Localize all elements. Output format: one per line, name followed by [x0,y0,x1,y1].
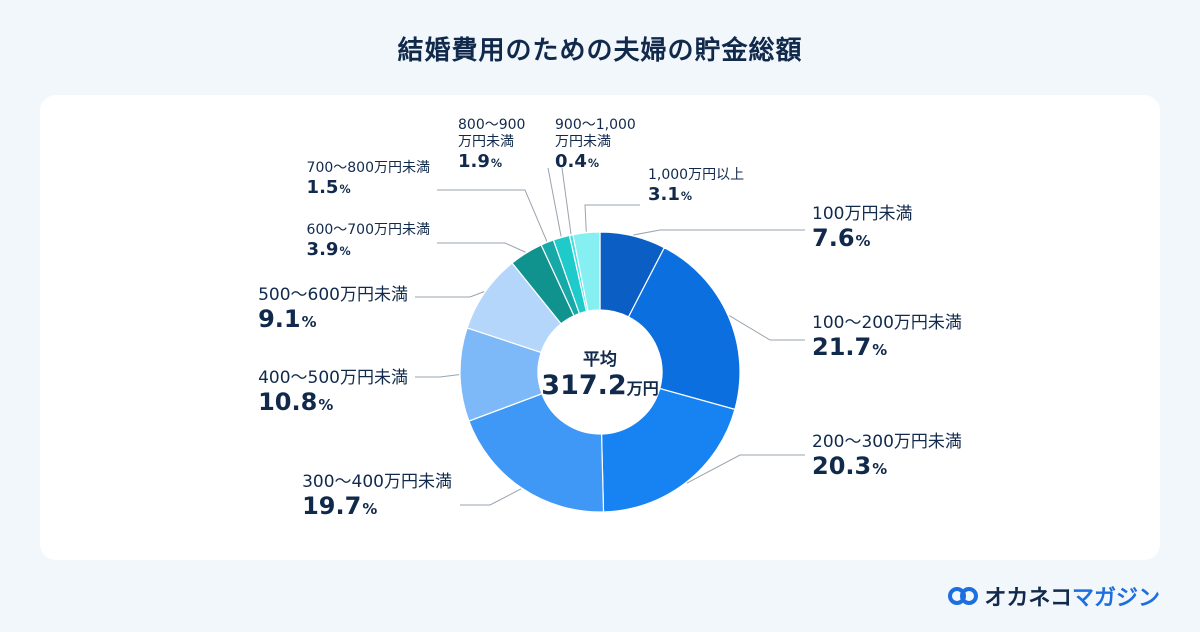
category-label: 500〜600万円未満 [258,285,408,305]
chart-title: 結婚費用のための夫婦の貯金総額 [397,36,803,66]
value-label: 10.8 [258,388,318,417]
value-row: 1.9% [458,151,528,173]
slice-label: 300〜400万円未満 19.7% [302,472,452,521]
value-label: 1.9 [458,150,490,172]
center-label: 平均 317.2万円 [500,345,700,401]
value-unit: % [318,396,334,415]
value-label: 9.1 [258,305,301,334]
value-unit: % [680,189,693,203]
category-label: 1,000万円以上 [648,167,745,183]
value-unit: % [301,313,317,332]
brand-main: オカネコ [984,586,1072,611]
slice-label: 1,000万円以上 3.1% [648,167,744,205]
value-unit: % [339,244,351,258]
brand: オカネコマガジン [948,580,1160,612]
category-label: 100万円未満 [812,204,913,224]
value-row: 7.6% [812,224,912,253]
slice-label: 400〜500万円未満 10.8% [258,368,408,417]
value-row: 3.1% [648,184,744,206]
donut-slice [627,246,741,411]
slice-label: 500〜600万円未満 9.1% [258,285,408,334]
value-unit: % [587,156,600,170]
slice-label: 700〜800万円未満 1.5% [307,160,430,198]
category-label: 300〜400万円未満 [302,472,452,492]
leader-line [415,374,460,378]
value-label: 1.5 [306,176,339,198]
value-row: 3.9% [307,239,430,261]
value-row: 21.7% [812,333,962,362]
leader-line [561,167,572,235]
category-label: 800〜900万円未満 [458,117,526,150]
value-row: 20.3% [812,452,962,481]
center-title: 平均 [583,350,617,370]
leader-line [460,488,522,506]
value-unit: % [872,460,888,479]
leader-line [415,291,485,298]
average-unit: 万円 [626,379,659,398]
slice-label: 600〜700万円未満 3.9% [307,222,430,260]
brand-logo [948,587,979,605]
value-unit: % [490,156,503,170]
leader-line [633,229,805,236]
value-label: 21.7 [812,333,872,362]
category-label: 900〜1,000万円未満 [555,117,636,150]
category-label: 600〜700万円未満 [306,222,430,238]
donut-slice [572,231,601,312]
category-label: 700〜800万円未満 [306,160,430,176]
value-row: 9.1% [258,305,408,334]
value-label: 3.1 [648,183,680,205]
value-label: 19.7 [302,492,362,521]
donut-slice [468,392,605,513]
slice-label: 900〜1,000万円未満 0.4% [555,117,637,172]
value-label: 20.3 [812,452,872,481]
slice-label: 100〜200万円未満 21.7% [812,313,962,362]
leader-line [547,167,562,237]
value-unit: % [362,500,378,519]
value-row: 10.8% [258,388,408,417]
leader-line [437,189,548,242]
donut-slice [600,387,736,513]
category-label: 200〜300万円未満 [812,432,962,452]
value-row: 0.4% [555,151,637,173]
value-unit: % [855,232,871,251]
brand-sub: マガジン [1071,586,1160,611]
value-unit: % [872,341,888,360]
value-unit: % [339,182,351,196]
value-row: 1.5% [307,177,430,199]
value-label: 7.6 [812,224,855,253]
value-label: 3.9 [306,238,339,260]
category-label: 100〜200万円未満 [812,313,962,333]
leader-line [437,242,526,253]
value-label: 0.4 [555,150,587,172]
slice-label: 200〜300万円未満 20.3% [812,432,962,481]
leader-line [686,454,805,484]
slice-label: 100万円未満 7.6% [812,204,912,253]
value-row: 19.7% [302,492,452,521]
slice-label: 800〜900万円未満 1.9% [458,117,528,172]
leader-line [584,204,640,232]
leader-line [728,315,805,341]
average-value: 317.2 [541,370,627,401]
category-label: 400〜500万円未満 [258,368,408,388]
